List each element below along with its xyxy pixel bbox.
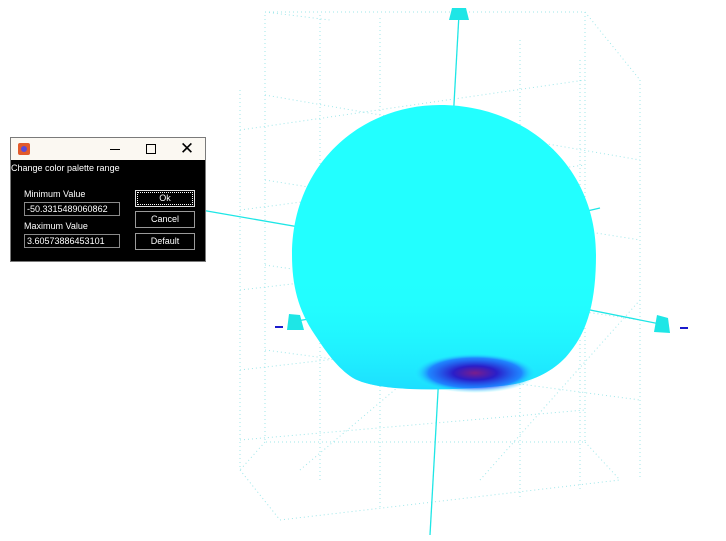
grid-box [239,11,641,521]
close-icon: ✕ [179,139,195,158]
z-axis-end-icon [449,8,469,20]
axis-end-markers [275,8,688,333]
minimize-icon [110,148,120,150]
x-axis-end-icon [654,315,670,333]
maximum-value-label: Maximum Value [24,221,88,231]
default-button[interactable]: Default [135,233,195,250]
maximum-value-field[interactable]: 3.60573886453101 [24,234,120,248]
maximize-button[interactable] [133,138,169,160]
color-palette-dialog: ✕ Change color palette range Minimum Val… [10,137,206,262]
minimize-button[interactable] [97,138,133,160]
title-bar[interactable]: ✕ [11,138,205,160]
minimum-value-field[interactable]: -50.3315489060862 [24,202,120,216]
surface-plot [292,105,596,393]
cancel-button[interactable]: Cancel [135,211,195,228]
y-axis-end-icon [287,314,304,330]
app-icon [18,143,30,155]
close-button[interactable]: ✕ [169,138,205,160]
minimum-value-label: Minimum Value [24,189,86,199]
dialog-caption: Change color palette range [11,163,120,173]
ok-button[interactable]: Ok [135,190,195,207]
maximize-icon [146,144,156,154]
